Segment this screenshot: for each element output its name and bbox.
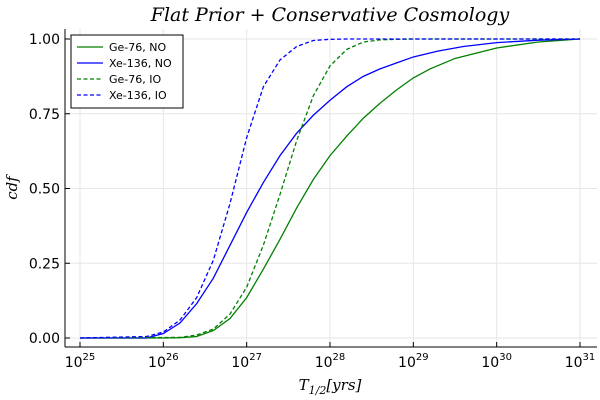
legend-label-ge-76-no: Ge-76, NO [109,41,166,54]
x-tick-label: 1026 [148,352,179,371]
x-tick-label: 1031 [565,352,596,371]
x-tick-label: 1029 [398,352,429,371]
y-tick-label: 0.75 [29,107,60,123]
y-tick-label: 0.50 [29,182,60,198]
series-line-xe-136-io [79,38,580,339]
legend-label-xe-136-no: Xe-136, NO [109,57,172,70]
x-tick-labels: 1025 1026 1027 1028 1029 1030 1031 [65,352,596,371]
legend-label-ge-76-io: Ge-76, IO [109,73,161,86]
y-axis-label: cdf [3,174,21,200]
y-tick-labels: 0.00 0.25 0.50 0.75 1.00 [29,32,60,347]
series-lines [79,38,581,339]
x-axis-label: T1/2[yrs] [299,376,362,397]
y-tick-label: 1.00 [29,32,60,48]
series-line-ge-76-io [79,38,580,339]
series-line-xe-136-no [80,38,581,339]
x-tick-label: 1030 [481,352,512,371]
x-tick-label: 1027 [231,352,262,371]
chart-title: Flat Prior + Conservative Cosmology [150,4,510,26]
axes [64,29,597,348]
legend-label-xe-136-io: Xe-136, IO [109,89,167,102]
x-tick-label: 1025 [65,352,96,371]
series-line-ge-76-no [80,38,581,339]
y-tick-label: 0.25 [29,256,60,272]
x-tick-label: 1028 [315,352,346,371]
y-tick-label: 0.00 [29,331,60,347]
legend: Ge-76, NO Xe-136, NO Ge-76, IO Xe-136, IO [70,34,184,109]
